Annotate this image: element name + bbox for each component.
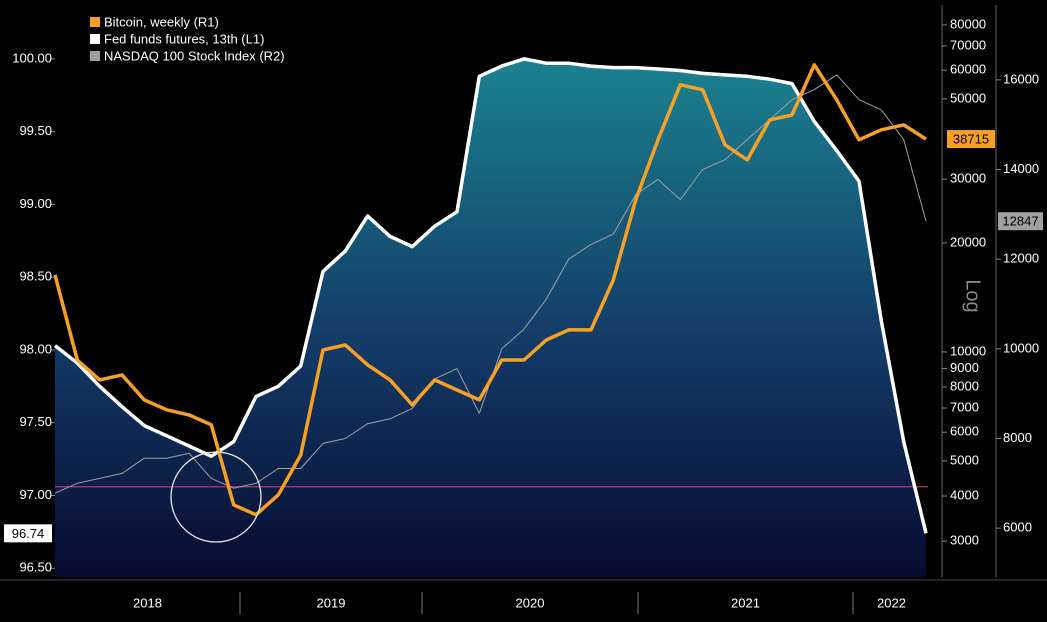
- y2-tick-label: 8000: [950, 378, 979, 393]
- y2-tick-label: 20000: [950, 234, 986, 249]
- y3-tick-label: 16000: [1003, 71, 1039, 86]
- y2-tick-label: 7000: [950, 399, 979, 414]
- last-value-label: 38715: [953, 131, 989, 146]
- area: [55, 58, 926, 577]
- y-tick-label: 100.00: [12, 50, 52, 65]
- y3-tick-label: 6000: [1003, 520, 1032, 535]
- x-tick-label: 2022: [877, 595, 906, 610]
- y3-tick-label: 14000: [1003, 161, 1039, 176]
- y-tick-label: 98.50: [19, 269, 52, 284]
- x-tick-label: 2019: [317, 595, 346, 610]
- series-line: [53, 63, 927, 517]
- legend-label: Fed funds futures, 13th (L1): [104, 31, 264, 46]
- y-tick-label: 99.00: [19, 196, 52, 211]
- x-tick-label: 2020: [516, 595, 545, 610]
- y-tick-label: 96.50: [19, 560, 52, 575]
- series-line: [53, 57, 928, 534]
- y2-tick-label: 3000: [950, 533, 979, 548]
- last-value-label: 96.74: [12, 526, 45, 541]
- legend-swatch: [90, 51, 100, 61]
- y2-tick-label: 70000: [950, 37, 986, 52]
- y-tick-label: 99.50: [19, 123, 52, 138]
- last-value-tag: [4, 524, 52, 543]
- y-tick-label: 98.00: [19, 341, 52, 356]
- y2-tick-label: 10000: [950, 343, 986, 358]
- axis-title: Log: [962, 279, 984, 312]
- legend-label: NASDAQ 100 Stock Index (R2): [104, 48, 285, 63]
- y3-tick-label: 10000: [1003, 340, 1039, 355]
- legend-swatch: [90, 34, 100, 44]
- y-tick-label: 97.00: [19, 487, 52, 502]
- last-value-tag: [947, 130, 995, 149]
- y2-tick-label: 6000: [950, 424, 979, 439]
- y2-tick-label: 4000: [950, 487, 979, 502]
- legend-label: Bitcoin, weekly (R1): [104, 14, 219, 29]
- last-value-label: 12847: [1002, 214, 1038, 229]
- y2-tick-label: 50000: [950, 90, 986, 105]
- y2-tick-label: 80000: [950, 16, 986, 31]
- legend-swatch: [90, 17, 100, 27]
- x-tick-label: 2018: [133, 595, 162, 610]
- y2-tick-label: 30000: [950, 171, 986, 186]
- last-value-tag: [998, 212, 1043, 231]
- legend-box: [86, 13, 304, 65]
- y2-tick-label: 60000: [950, 62, 986, 77]
- highlight-circle: [170, 451, 262, 543]
- x-tick-label: 2021: [731, 595, 760, 610]
- y2-tick-label: 5000: [950, 452, 979, 467]
- y2-tick-label: 9000: [950, 360, 979, 375]
- y3-tick-label: 12000: [1003, 251, 1039, 266]
- y3-tick-label: 8000: [1003, 430, 1032, 445]
- y-tick-label: 97.50: [19, 414, 52, 429]
